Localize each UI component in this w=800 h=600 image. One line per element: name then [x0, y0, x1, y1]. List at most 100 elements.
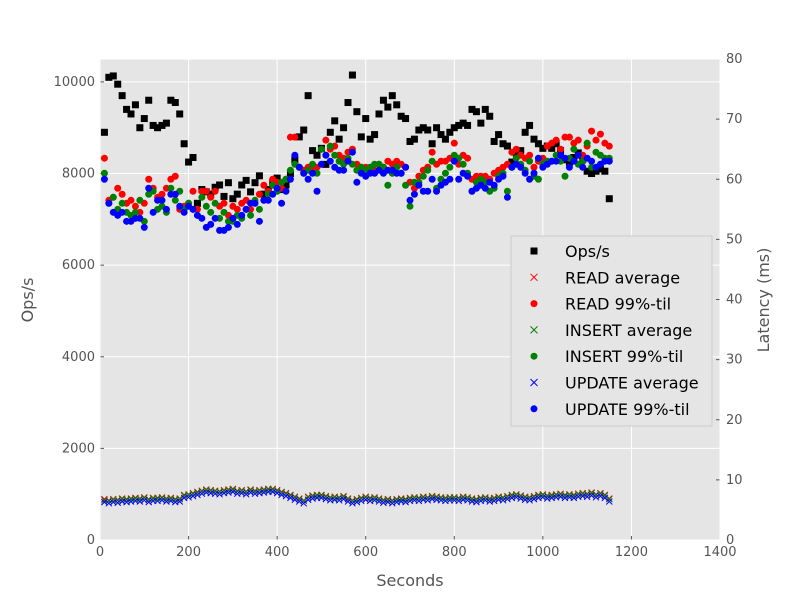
- data-point: [583, 167, 591, 175]
- data-point: [278, 491, 285, 499]
- data-point: [211, 183, 219, 191]
- data-point: [583, 490, 591, 498]
- data-point: [118, 92, 126, 100]
- data-point: [388, 92, 396, 100]
- data-point: [295, 133, 303, 141]
- data-point: [468, 105, 476, 113]
- data-point: [552, 136, 560, 144]
- data-point: [419, 172, 427, 180]
- data-point: [428, 140, 436, 148]
- y2-tick-label: 30: [726, 353, 743, 368]
- data-point: [220, 208, 228, 216]
- data-point: [512, 154, 520, 162]
- data-point: [207, 220, 215, 228]
- legend-label: READ 99%-til: [565, 295, 671, 314]
- data-point: [194, 491, 201, 499]
- data-point: [211, 187, 219, 195]
- data-point: [424, 126, 432, 134]
- data-point: [592, 167, 600, 175]
- data-point: [167, 184, 175, 192]
- data-point: [366, 135, 374, 143]
- data-point: [490, 181, 498, 189]
- data-point: [269, 190, 277, 198]
- legend-marker: [530, 326, 538, 334]
- data-point: [596, 165, 604, 173]
- data-point: [335, 494, 343, 502]
- data-point: [481, 184, 489, 192]
- data-point: [295, 498, 303, 505]
- data-point: [428, 157, 436, 165]
- data-point: [481, 105, 489, 113]
- data-point: [512, 149, 520, 157]
- data-point: [255, 190, 263, 198]
- data-point: [145, 96, 153, 104]
- legend-label: Ops/s: [565, 242, 610, 261]
- data-point: [224, 179, 232, 187]
- data-point: [313, 187, 321, 195]
- data-point: [561, 172, 569, 180]
- data-point: [437, 131, 445, 139]
- data-point: [118, 199, 126, 207]
- data-point: [109, 72, 117, 80]
- data-point: [322, 151, 330, 159]
- data-point: [384, 498, 392, 506]
- data-point: [574, 151, 582, 159]
- data-point: [273, 489, 281, 497]
- data-point: [557, 145, 565, 153]
- data-point: [397, 112, 405, 120]
- data-point: [185, 158, 193, 166]
- data-point: [539, 144, 547, 152]
- y2-tick-label: 40: [726, 293, 743, 308]
- legend-marker: [530, 273, 538, 282]
- data-point: [473, 498, 480, 506]
- data-point: [331, 117, 339, 125]
- data-point: [255, 217, 263, 225]
- data-point: [247, 188, 255, 196]
- data-point: [499, 172, 507, 180]
- data-point: [238, 489, 246, 497]
- data-point: [105, 497, 113, 505]
- data-point: [557, 493, 564, 501]
- data-point: [140, 496, 148, 504]
- y-tick-label: 8000: [62, 167, 95, 182]
- data-point: [388, 499, 396, 507]
- legend-box: [510, 235, 713, 427]
- data-point: [282, 492, 290, 500]
- data-point: [446, 175, 454, 183]
- data-point: [588, 170, 596, 178]
- series-update-average: [101, 488, 613, 507]
- legend-marker: [530, 405, 538, 413]
- data-point: [357, 497, 365, 505]
- data-point: [229, 214, 237, 222]
- data-point: [464, 154, 472, 162]
- data-point: [508, 158, 516, 166]
- data-point: [220, 199, 228, 207]
- data-point: [557, 490, 564, 498]
- x-axis-title: Seconds: [376, 571, 443, 590]
- data-point: [101, 498, 108, 506]
- data-point: [565, 133, 573, 141]
- data-point: [140, 223, 148, 231]
- data-point: [570, 153, 578, 161]
- chart-marks: [100, 71, 613, 507]
- data-point: [526, 496, 533, 504]
- data-point: [499, 496, 507, 504]
- y-tick-label: 10000: [54, 75, 95, 90]
- data-point: [512, 493, 520, 501]
- data-point: [384, 181, 392, 189]
- data-point: [552, 140, 560, 148]
- x-tick-label: 800: [442, 545, 467, 560]
- data-point: [282, 187, 290, 195]
- data-point: [570, 494, 578, 502]
- data-point: [375, 110, 383, 118]
- data-point: [304, 496, 312, 504]
- data-point: [251, 179, 259, 187]
- data-point: [136, 214, 144, 222]
- x-tick-label: 600: [353, 545, 378, 560]
- data-point: [198, 214, 206, 222]
- data-point: [171, 172, 179, 180]
- data-point: [233, 205, 241, 213]
- legend-marker: [530, 247, 538, 255]
- data-point: [331, 151, 339, 159]
